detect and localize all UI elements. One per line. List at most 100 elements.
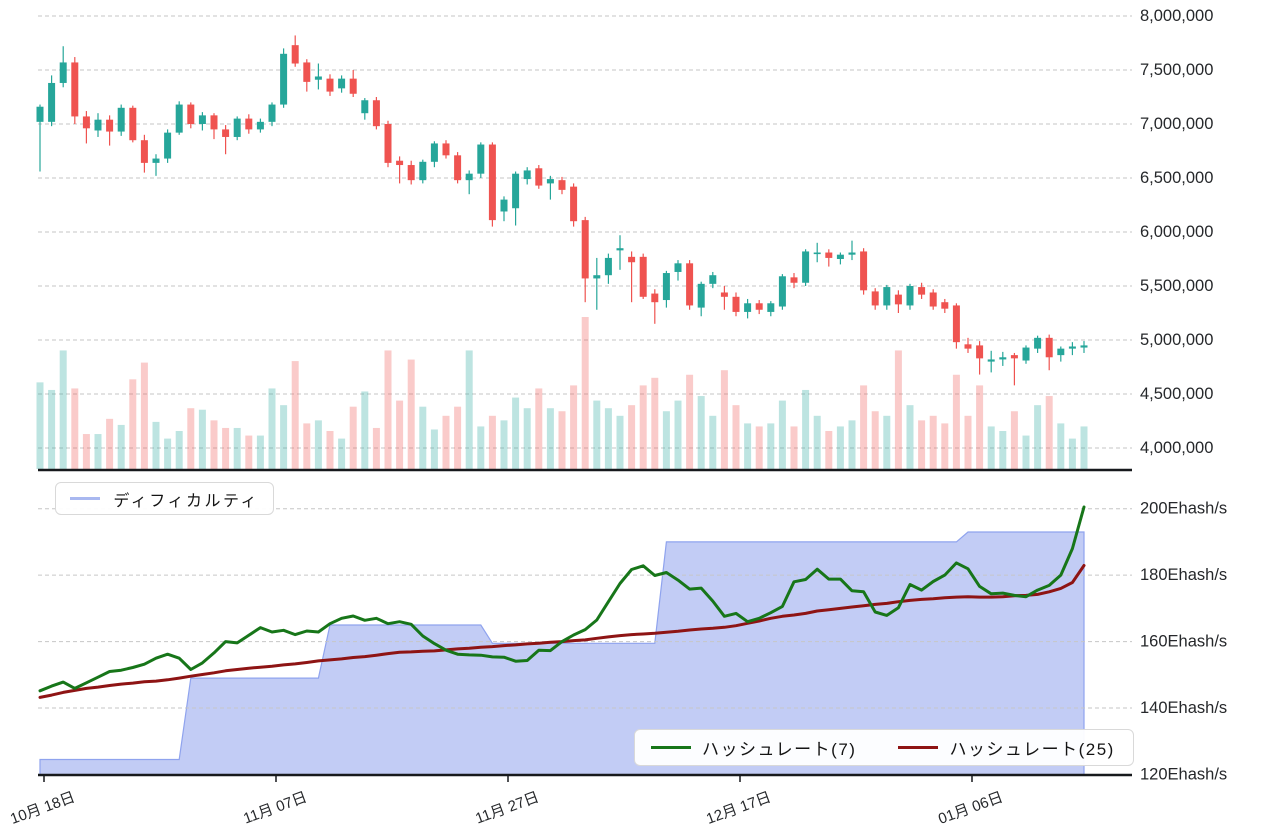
volume-bar xyxy=(709,415,717,469)
volume-bar xyxy=(187,408,195,469)
volume-bar xyxy=(512,397,520,469)
price-tick-label: 4,500,000 xyxy=(1140,385,1213,403)
candle-body xyxy=(430,143,438,162)
candle-body xyxy=(326,78,334,92)
candle-body xyxy=(512,173,520,209)
volume-bar xyxy=(372,427,380,469)
candle-body xyxy=(778,276,786,307)
volume-bar xyxy=(465,350,473,469)
candle-body xyxy=(906,286,914,306)
candle-body xyxy=(1022,347,1030,361)
volume-bar xyxy=(1045,396,1053,469)
candle-body xyxy=(407,165,415,181)
hash-tick-label: 180Ehash/s xyxy=(1140,566,1227,584)
candle-body xyxy=(686,263,694,306)
volume-bar xyxy=(326,431,334,469)
date-axis-labels: 10月 18日 11月 07日 11月 27日 12月 17日 01月 06日 xyxy=(8,775,1005,828)
volume-bar xyxy=(732,405,740,469)
volume-bar xyxy=(976,385,984,469)
candle-body xyxy=(570,186,578,222)
volume-bar xyxy=(836,426,844,469)
volume-bar xyxy=(523,408,531,469)
volume-bar xyxy=(918,420,926,469)
volume-bar xyxy=(117,424,125,469)
candle-body xyxy=(129,107,137,141)
candle-body xyxy=(720,292,728,297)
candle-body xyxy=(454,155,462,181)
volume-bar xyxy=(36,382,44,469)
candle-body xyxy=(767,303,775,312)
volume-bar xyxy=(686,374,694,469)
candle-body xyxy=(488,144,496,221)
volume-bar xyxy=(778,400,786,469)
price-gridlines: 8,000,000 7,500,000 7,000,000 6,500,000 6,00… xyxy=(38,7,1213,457)
volume-bar xyxy=(651,377,659,469)
hashrate7-legend-item[interactable]: ハッシュレート(7) xyxy=(651,735,856,760)
volume-bar xyxy=(1034,405,1042,469)
hashrate25-swatch-icon xyxy=(898,746,939,749)
volume-bar xyxy=(268,388,276,469)
volume-bar xyxy=(430,429,438,469)
candle-body xyxy=(419,161,427,181)
hashrate7-legend-label: ハッシュレート(7) xyxy=(702,740,857,759)
volume-bar xyxy=(407,359,415,469)
volume-bar xyxy=(442,415,450,469)
volume-bar xyxy=(593,400,601,469)
candle-body xyxy=(883,287,891,306)
volume-bar xyxy=(59,350,67,469)
volume-bar xyxy=(94,434,102,469)
volume-bar xyxy=(628,405,636,469)
candle-body xyxy=(929,292,937,307)
candle-body xyxy=(1068,346,1076,349)
candle-body xyxy=(1010,355,1018,359)
volume-bar xyxy=(338,438,346,469)
candle-body xyxy=(500,199,508,212)
volume-bar xyxy=(662,411,670,469)
candle-body xyxy=(790,277,798,283)
hash-tick-label: 140Ehash/s xyxy=(1140,699,1227,717)
volume-bar xyxy=(1022,435,1030,469)
volume-bar xyxy=(419,406,427,469)
candle-body xyxy=(952,305,960,343)
candle-body xyxy=(860,251,868,291)
volume-bar xyxy=(1080,426,1088,469)
volume-bar xyxy=(697,396,705,469)
volume-bar xyxy=(883,415,891,469)
volume-bar xyxy=(314,420,322,469)
candle-body xyxy=(140,140,148,163)
volume-bar xyxy=(790,426,798,469)
candle-body xyxy=(396,160,404,166)
difficulty-legend[interactable]: ディフィカルティ xyxy=(55,482,274,515)
candle-body xyxy=(372,100,380,127)
candle-body xyxy=(662,273,670,301)
volume-bar xyxy=(860,385,868,469)
candle-body xyxy=(976,345,984,359)
candle-body xyxy=(338,78,346,89)
candle-body xyxy=(546,179,554,184)
volume-bar xyxy=(152,421,160,469)
candle-body xyxy=(198,115,206,124)
candles-layer[interactable] xyxy=(36,35,1088,386)
date-tick-label: 12月 17日 xyxy=(704,789,773,828)
hashrate25-legend-label: ハッシュレート(25) xyxy=(949,740,1115,759)
volume-bar xyxy=(964,415,972,469)
candle-body xyxy=(604,257,612,276)
candle-body xyxy=(210,115,218,130)
candle-body xyxy=(848,252,856,255)
candle-body xyxy=(245,118,253,130)
date-tick-label: 11月 27日 xyxy=(473,789,541,828)
volume-bar xyxy=(222,427,230,469)
candle-body xyxy=(36,106,44,122)
hashrate25-legend-item[interactable]: ハッシュレート(25) xyxy=(898,735,1114,760)
candle-body xyxy=(94,119,102,131)
candle-body xyxy=(152,158,160,163)
volume-bar xyxy=(164,438,172,469)
volume-bar xyxy=(140,362,148,469)
volume-bar xyxy=(674,400,682,469)
volume-bar xyxy=(106,418,114,469)
volume-bar xyxy=(349,406,357,469)
volume-bar xyxy=(894,350,902,469)
candle-body xyxy=(82,116,90,129)
price-tick-label: 6,500,000 xyxy=(1140,169,1213,187)
